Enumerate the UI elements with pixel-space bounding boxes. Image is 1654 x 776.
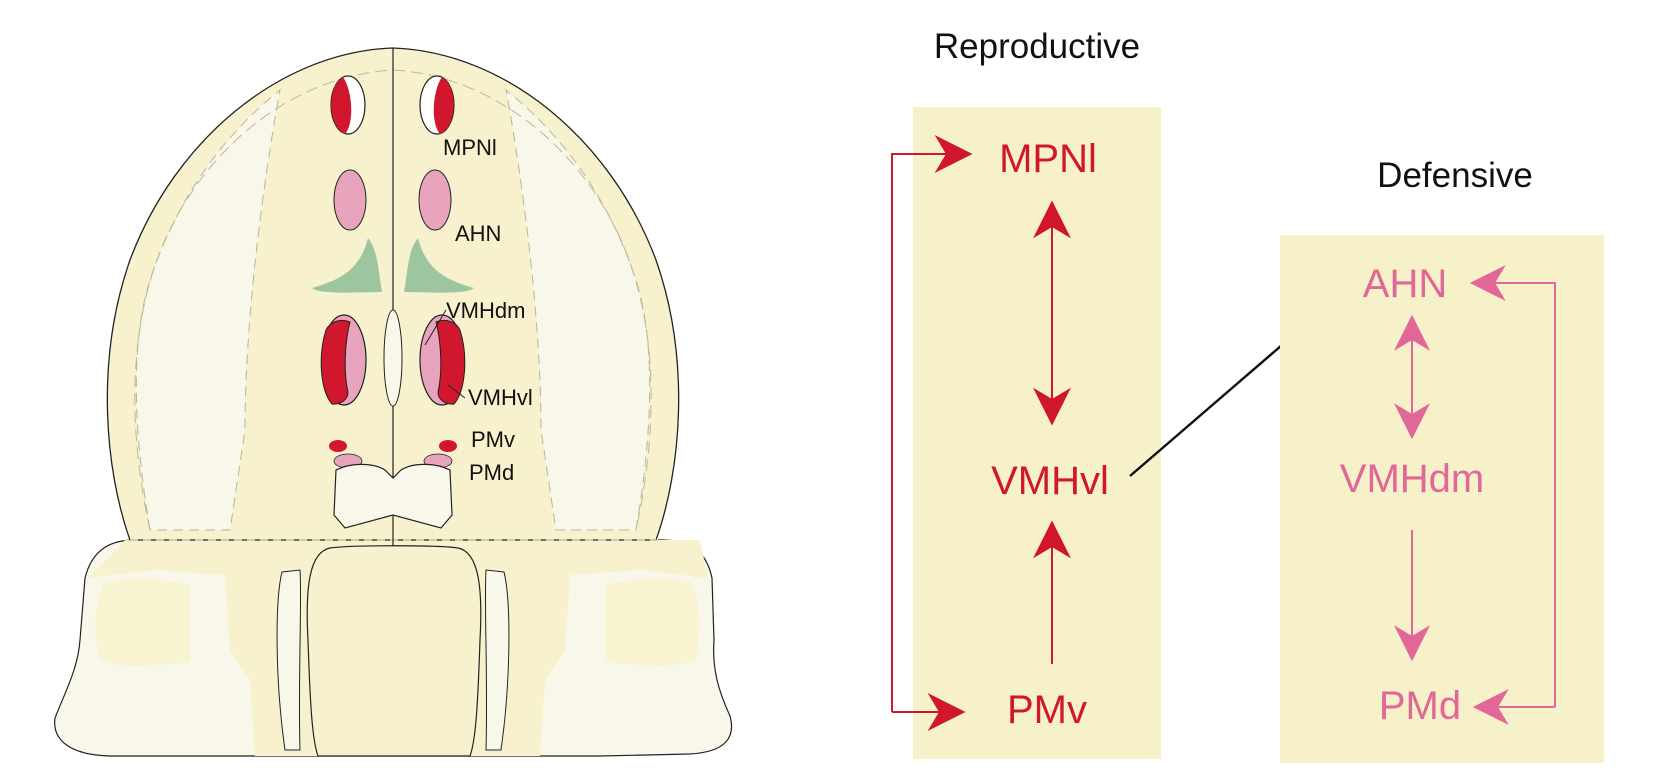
green-nuclei (312, 238, 474, 293)
left-tract (276, 569, 302, 751)
reproductive-node-vmhvl: VMHvl (991, 459, 1109, 503)
defensive-circuit: Defensive AHN VMHdm PMd (1280, 156, 1604, 763)
lower-left-lobe (95, 579, 190, 666)
brain-label-mpnl: MPNl (443, 135, 497, 160)
cerebral-peduncle (306, 545, 482, 757)
inner-dome-line (134, 69, 652, 531)
reproductive-node-mpnl: MPNl (999, 137, 1097, 181)
defensive-panel (1280, 235, 1604, 763)
pmv-nuclei (329, 440, 457, 452)
third-ventricle (383, 309, 403, 407)
brain-section: MPNl AHN VMHdm VMHvl PMv PMd (54, 47, 733, 757)
mammillary-bodies (333, 463, 453, 529)
loop-arrow-to-ahn (1469, 265, 1556, 707)
right-tract (484, 569, 510, 751)
defensive-node-pmd: PMd (1379, 684, 1461, 728)
reproductive-circuit: Reproductive MPNl VMHvl PMv (891, 27, 1161, 759)
mpnl-nuclei (330, 75, 455, 135)
right-lateral-area (505, 88, 651, 531)
ahn-nuclei (333, 169, 452, 231)
defensive-title: Defensive (1377, 156, 1533, 195)
left-lateral-area (135, 88, 281, 531)
defensive-node-vmhdm: VMHdm (1340, 457, 1484, 501)
reproductive-title: Reproductive (934, 27, 1140, 66)
brain-label-pmv: PMv (471, 427, 515, 452)
loop-arrow-to-mpnl (891, 135, 973, 712)
brain-label-vmhdm: VMHdm (446, 298, 525, 323)
vmh-nuclei (320, 309, 466, 406)
defensive-node-ahn: AHN (1363, 262, 1447, 306)
brain-label-ahn: AHN (455, 221, 501, 246)
reproductive-node-pmv: PMv (1007, 688, 1087, 732)
brain-label-pmd: PMd (469, 460, 514, 485)
lower-right-lobe (605, 579, 700, 666)
reproductive-panel (913, 107, 1161, 759)
brain-label-vmhvl: VMHvl (468, 385, 533, 410)
